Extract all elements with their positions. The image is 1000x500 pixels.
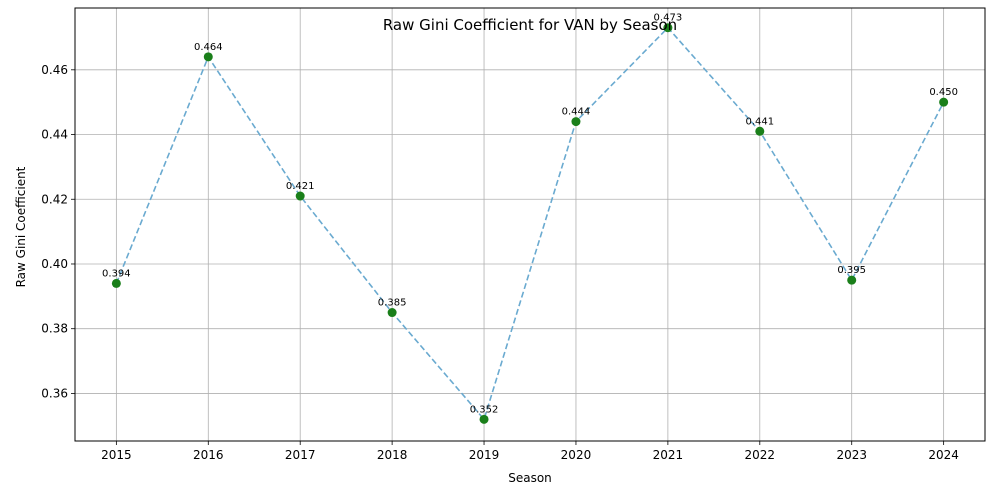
data-point (387, 308, 397, 318)
y-tick-label: 0.42 (41, 192, 68, 206)
data-point (111, 278, 121, 288)
x-tick-label: 2022 (745, 448, 776, 462)
y-axis-ticks: 0.36 0.38 0.40 0.42 0.44 0.46 (41, 63, 75, 400)
data-point (663, 23, 673, 33)
chart-title: Raw Gini Coefficient for VAN by Season (383, 16, 677, 34)
y-tick-label: 0.44 (41, 128, 68, 142)
data-point (847, 275, 857, 285)
x-tick-label: 2024 (928, 448, 959, 462)
data-label: 0.450 (929, 87, 958, 98)
data-label: 0.444 (562, 107, 591, 118)
x-tick-label: 2016 (193, 448, 224, 462)
data-label: 0.473 (654, 13, 683, 24)
x-axis-label: Season (508, 471, 552, 485)
data-point (479, 414, 489, 424)
data-label-group: 0.394 0.464 0.421 0.385 0.352 0.444 0.473 0.441… (102, 13, 958, 416)
x-axis-ticks: 2015 2016 2017 2018 2019 2020 2021 2022 2023 2024 (101, 441, 959, 462)
data-label: 0.421 (286, 181, 315, 192)
data-point (939, 97, 949, 107)
data-label: 0.395 (837, 265, 866, 276)
x-tick-label: 2020 (561, 448, 592, 462)
data-point (571, 117, 581, 127)
data-label: 0.464 (194, 42, 223, 53)
plot-area-frame (74, 7, 986, 442)
data-point (755, 126, 765, 136)
series-line (115, 26, 945, 421)
x-tick-label: 2023 (836, 448, 867, 462)
data-label: 0.385 (378, 298, 407, 309)
y-axis-label: Raw Gini Coefficient (14, 166, 28, 287)
data-label: 0.352 (470, 404, 499, 415)
x-tick-label: 2018 (377, 448, 408, 462)
data-label: 0.441 (745, 116, 774, 127)
x-tick-label: 2019 (469, 448, 500, 462)
y-tick-label: 0.38 (41, 322, 68, 336)
x-tick-label: 2015 (101, 448, 132, 462)
grid (75, 8, 985, 441)
marker-group (111, 23, 949, 424)
data-point (295, 191, 305, 201)
series-line-group (115, 26, 945, 421)
data-point (203, 52, 213, 62)
data-label: 0.394 (102, 268, 131, 279)
x-tick-label: 2021 (653, 448, 684, 462)
y-tick-label: 0.36 (41, 386, 68, 400)
y-tick-label: 0.40 (41, 257, 68, 271)
x-tick-label: 2017 (285, 448, 316, 462)
y-tick-label: 0.46 (41, 63, 68, 77)
